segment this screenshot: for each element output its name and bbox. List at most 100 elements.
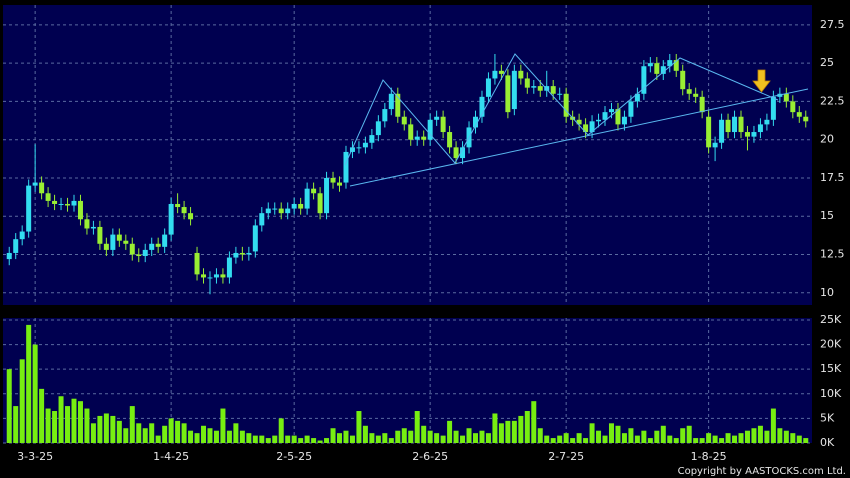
candle-body xyxy=(362,142,368,148)
y-tick-label: 10 xyxy=(820,286,834,299)
volume-bar xyxy=(123,428,129,443)
candle-body xyxy=(550,86,556,94)
candle-body xyxy=(783,93,789,102)
candle-body xyxy=(194,252,200,275)
candle-body xyxy=(524,78,530,88)
volume-bar xyxy=(544,435,550,443)
candle-body xyxy=(719,119,725,143)
volume-bar xyxy=(414,411,420,443)
volume-bar xyxy=(472,433,478,443)
y-tick-label: 27.5 xyxy=(820,18,845,31)
volume-bar xyxy=(751,428,757,443)
volume-bar xyxy=(375,435,381,443)
volume-bar xyxy=(362,425,368,443)
volume-panel xyxy=(3,318,812,443)
volume-bar xyxy=(278,418,284,443)
x-tick-label: 1-8-25 xyxy=(691,450,727,463)
candle-body xyxy=(615,109,621,125)
candle-body xyxy=(259,213,265,226)
volume-bar xyxy=(356,411,362,443)
y2-tick-label: 20K xyxy=(820,338,842,351)
candle-body xyxy=(634,93,640,102)
y-tick-label: 17.5 xyxy=(820,171,845,184)
volume-bar xyxy=(634,435,640,443)
y2-tick-label: 5K xyxy=(820,411,835,424)
volume-bar xyxy=(32,344,38,443)
candle-body xyxy=(181,207,187,214)
volume-bar xyxy=(259,435,265,443)
candle-body xyxy=(39,182,45,194)
volume-bar xyxy=(65,406,71,443)
volume-bar xyxy=(434,433,440,443)
candle-body xyxy=(103,243,109,250)
candle-body xyxy=(492,70,498,79)
volume-bar xyxy=(602,435,608,443)
candle-body xyxy=(589,121,595,133)
volume-bar xyxy=(466,428,472,443)
volume-bar xyxy=(725,433,731,443)
volume-bar xyxy=(291,435,297,443)
candle-body xyxy=(453,147,459,159)
candle-body xyxy=(324,177,330,214)
volume-bar xyxy=(369,433,375,443)
volume-bar xyxy=(550,438,556,443)
trend-line xyxy=(349,88,809,187)
candle-body xyxy=(738,116,744,133)
candle-body xyxy=(511,70,517,110)
candle-body xyxy=(712,142,718,148)
volume-bar xyxy=(226,430,232,443)
volume-bar xyxy=(654,430,660,443)
candle-body xyxy=(485,78,491,97)
volume-bar xyxy=(13,406,19,443)
volume-bar xyxy=(660,425,666,443)
candle-body xyxy=(583,124,589,133)
volume-bar xyxy=(317,440,323,443)
y-tick-label: 12.5 xyxy=(820,247,845,260)
candle-body xyxy=(472,116,478,128)
x-tick-label: 1-4-25 xyxy=(153,450,189,463)
candle-body xyxy=(544,86,550,91)
candle-body xyxy=(732,116,738,133)
candle-body xyxy=(278,208,284,214)
volume-bar xyxy=(52,411,58,443)
candle-body xyxy=(71,200,77,206)
candle-body xyxy=(673,60,679,71)
candle-body xyxy=(6,252,12,260)
volume-bar xyxy=(621,433,627,443)
candle-body xyxy=(596,119,602,122)
candle-body xyxy=(116,234,122,241)
candle-body xyxy=(686,89,692,94)
volume-bar xyxy=(77,401,83,443)
y-tick-label: 25 xyxy=(820,56,834,69)
y-tick-label: 22.5 xyxy=(820,94,845,107)
volume-bar xyxy=(388,438,394,443)
volume-bar xyxy=(26,324,32,443)
candle-body xyxy=(440,116,446,133)
candle-body xyxy=(291,203,297,209)
candle-body xyxy=(706,116,712,148)
candle-body xyxy=(576,119,582,125)
y-tick-label: 20 xyxy=(820,133,834,146)
volume-bar xyxy=(239,430,245,443)
candle-body xyxy=(725,119,731,133)
volume-bar xyxy=(667,435,673,443)
candle-body xyxy=(265,208,271,214)
candle-body xyxy=(744,132,750,137)
candle-body xyxy=(26,185,32,232)
candle-body xyxy=(414,136,420,140)
volume-bar xyxy=(764,430,770,443)
candle-body xyxy=(401,116,407,125)
volume-bar xyxy=(757,425,763,443)
volume-bar xyxy=(479,430,485,443)
volume-bar xyxy=(440,435,446,443)
candle-body xyxy=(304,188,310,209)
volume-bar xyxy=(699,438,705,443)
volume-bar xyxy=(90,423,96,443)
candle-body xyxy=(52,200,58,204)
candle-body xyxy=(136,254,142,257)
volume-bar xyxy=(272,435,278,443)
volume-bar xyxy=(252,435,258,443)
candle-body xyxy=(408,124,414,140)
volume-bar xyxy=(421,425,427,443)
